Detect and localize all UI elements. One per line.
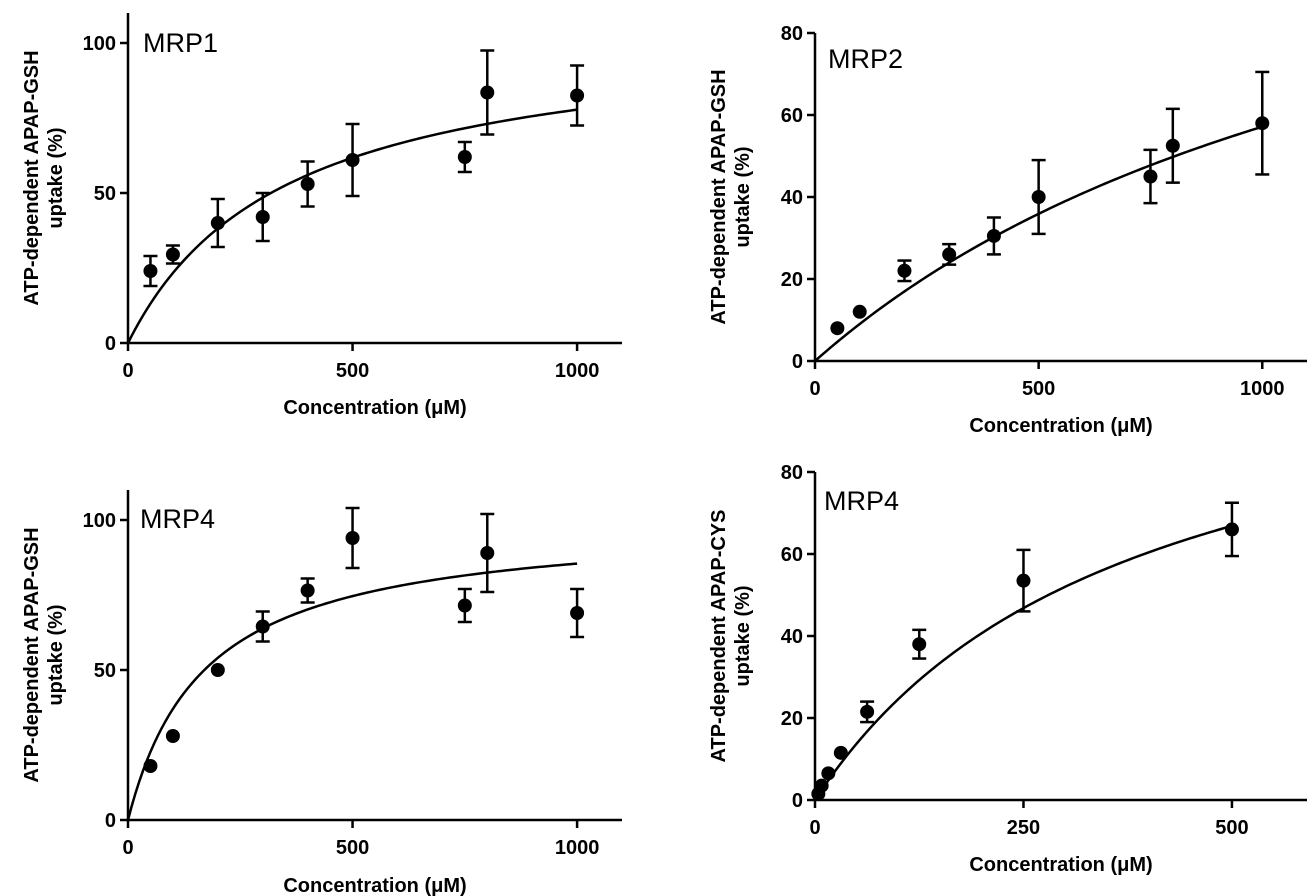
fit-curve — [126, 562, 578, 821]
x-tick-label: 500 — [1022, 378, 1055, 400]
y-axis-title-line-2: uptake (%) — [732, 146, 754, 247]
data-point — [300, 177, 315, 191]
y-tick-label: 0 — [792, 351, 803, 373]
panel-label: MRP4 — [140, 504, 215, 534]
x-axis-title: Concentration (μM) — [969, 415, 1152, 437]
data-point — [1031, 190, 1046, 204]
y-tick-label: 60 — [781, 544, 803, 566]
x-axis-title: Concentration (μM) — [969, 854, 1152, 876]
data-point — [457, 150, 472, 164]
x-tick-label: 0 — [122, 360, 133, 382]
panel-label: MRP4 — [824, 486, 899, 516]
x-tick-label: 500 — [336, 360, 369, 382]
x-axis-title: Concentration (μM) — [283, 875, 466, 896]
chart-panel-2: 0 500 1000 0 20 40 60 80 Concentration (μM) ATP-d… — [708, 23, 1307, 437]
data-point — [942, 247, 957, 262]
y-axis-title-line-1: ATP-dependent APAP-CYS — [708, 510, 730, 763]
chart-panel-4: 0 250 500 0 20 40 60 80 Concentration (μM) ATP-de… — [708, 462, 1307, 876]
data-point — [480, 546, 495, 560]
x-tick-label: 1000 — [555, 837, 600, 859]
y-axis-title: ATP-dependent APAP-CYS uptake (%) — [708, 510, 754, 763]
data-point — [897, 263, 912, 278]
data-point — [1143, 169, 1158, 184]
chart-panel-1: 0 500 1000 0 50 100 Concentration (μM) ATP-depe… — [21, 13, 622, 419]
y-tick-label: 0 — [105, 333, 116, 355]
data-point — [165, 247, 180, 262]
data-point — [570, 88, 585, 103]
data-point — [345, 531, 360, 545]
data-point — [165, 729, 180, 743]
data-point — [821, 766, 836, 781]
data-point — [480, 85, 495, 100]
y-axis-title-line-2: uptake (%) — [45, 127, 67, 228]
y-tick-label: 20 — [781, 708, 803, 730]
y-axis-title-line-1: ATP-dependent APAP-GSH — [21, 50, 43, 305]
x-tick-label: 1000 — [1240, 378, 1285, 400]
data-point — [457, 598, 472, 613]
data-point — [143, 264, 158, 278]
y-axis-title-line-1: ATP-dependent APAP-GSH — [708, 69, 730, 324]
y-tick-label: 0 — [792, 790, 803, 812]
x-tick-label: 0 — [809, 378, 820, 400]
x-axis-title: Concentration (μM) — [283, 397, 466, 419]
panel-label: MRP1 — [143, 28, 218, 58]
data-point — [345, 153, 360, 167]
data-point — [986, 228, 1001, 243]
data-point — [210, 663, 225, 677]
y-tick-label: 40 — [781, 626, 803, 648]
data-point — [1224, 522, 1239, 537]
y-tick-label: 0 — [105, 810, 116, 832]
y-tick-label: 40 — [781, 187, 803, 209]
y-tick-label: 60 — [781, 105, 803, 127]
x-tick-label: 1000 — [555, 360, 600, 382]
x-tick-label: 250 — [1007, 817, 1040, 839]
chart-panel-3: 0 500 1000 0 50 100 Concentration (μM) ATP-depe… — [21, 490, 622, 896]
y-tick-label: 80 — [781, 23, 803, 45]
data-point — [833, 745, 848, 760]
y-tick-label: 100 — [83, 33, 116, 55]
data-point — [830, 321, 845, 336]
data-point — [814, 778, 829, 793]
data-point — [210, 216, 225, 230]
y-axis-title-line-1: ATP-dependent APAP-GSH — [21, 527, 43, 782]
y-tick-label: 100 — [83, 510, 116, 532]
y-axis-title: ATP-dependent APAP-GSH uptake (%) — [21, 50, 67, 305]
data-point — [1165, 138, 1180, 153]
data-point — [912, 637, 927, 652]
data-point — [255, 619, 270, 634]
x-tick-label: 500 — [336, 837, 369, 859]
y-tick-label: 20 — [781, 269, 803, 291]
data-point — [1016, 573, 1031, 588]
y-axis-title-line-2: uptake (%) — [732, 585, 754, 686]
y-tick-label: 50 — [94, 183, 116, 205]
y-axis-title: ATP-dependent APAP-GSH uptake (%) — [708, 69, 754, 324]
y-tick-label: 80 — [781, 462, 803, 484]
y-axis-title-line-2: uptake (%) — [45, 604, 67, 705]
panel-label: MRP2 — [828, 44, 903, 74]
data-point — [570, 606, 585, 620]
data-point — [300, 583, 315, 598]
y-tick-label: 50 — [94, 660, 116, 682]
data-point — [860, 704, 875, 719]
data-point — [852, 304, 867, 319]
x-tick-label: 0 — [122, 837, 133, 859]
data-point — [143, 759, 158, 773]
data-point — [255, 210, 270, 224]
x-tick-label: 500 — [1215, 817, 1248, 839]
data-point — [1255, 116, 1270, 131]
y-axis-title: ATP-dependent APAP-GSH uptake (%) — [21, 527, 67, 782]
x-tick-label: 0 — [809, 817, 820, 839]
